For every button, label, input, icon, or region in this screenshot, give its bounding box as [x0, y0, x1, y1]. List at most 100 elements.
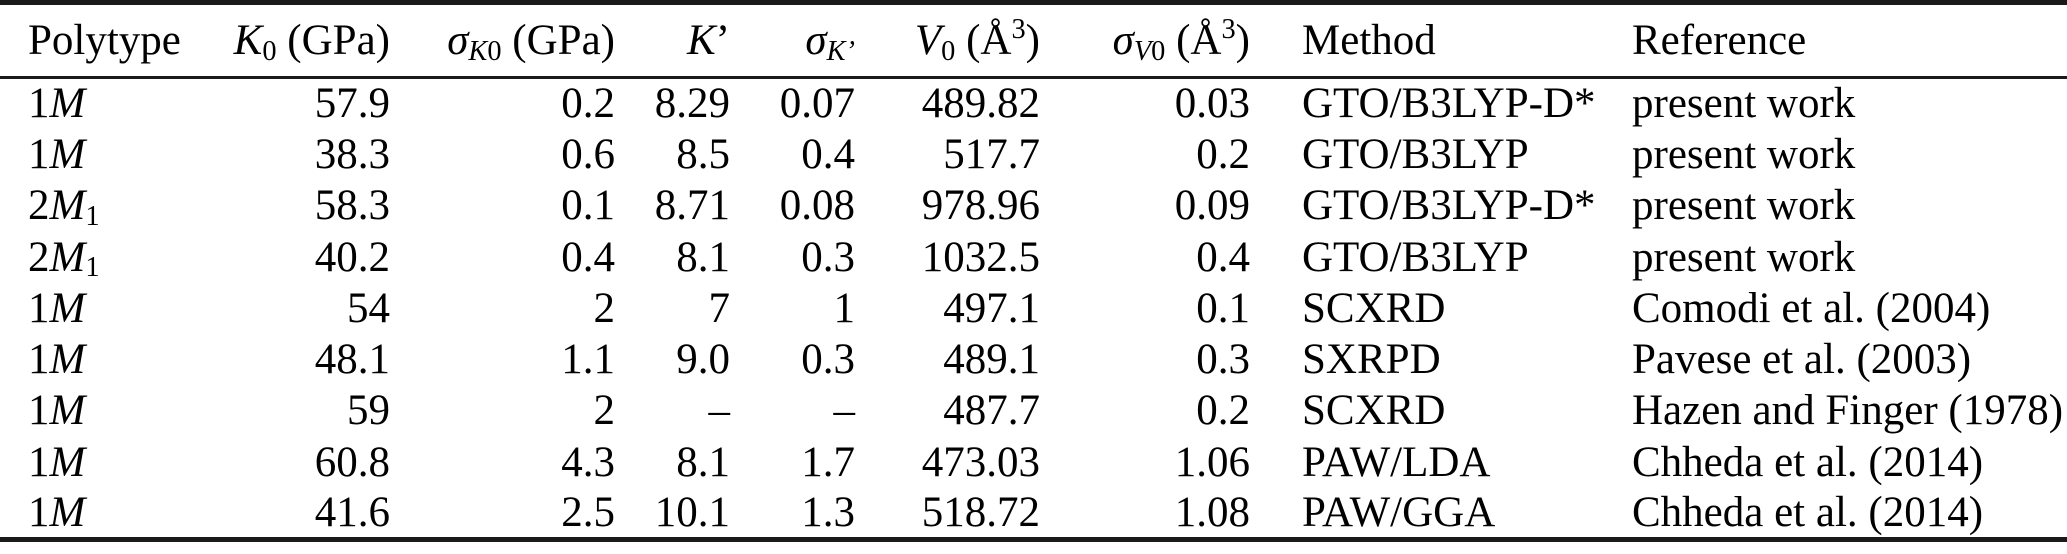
- cell-k0: 58.3: [314, 182, 390, 230]
- cell-k-prime: 8.5: [676, 130, 730, 178]
- cell-method: PAW/LDA: [1302, 438, 1491, 486]
- cell-sigma-v0: 0.3: [1196, 336, 1250, 384]
- cell-sigma-k-prime: 1.3: [801, 488, 855, 536]
- cell-polytype: 1M: [28, 387, 86, 435]
- cell-sigma-v0: 1.08: [1174, 488, 1250, 536]
- table-row: 1M 41.6 2.5 10.1 1.3 518.72 1.08 PAW/GGA Chheda …: [0, 488, 2067, 540]
- cell-polytype: 2M1: [28, 182, 100, 232]
- cell-sigma-k-prime: 0.3: [801, 233, 855, 281]
- cell-method: GTO/B3LYP-D*: [1302, 182, 1596, 230]
- cell-k-prime: 7: [708, 284, 731, 332]
- cell-sigma-k-prime: 0.07: [779, 80, 855, 128]
- cell-sigma-k0: 4.3: [561, 438, 615, 486]
- cell-k0: 60.8: [314, 438, 390, 486]
- cell-k-prime: 8.29: [654, 80, 730, 128]
- table-row: 1M 59 2 – – 487.7 0.2 SCXRD Hazen and Finger (19…: [0, 385, 2067, 436]
- table-row: 1M 38.3 0.6 8.5 0.4 517.7 0.2 GTO/B3LYP present …: [0, 129, 2067, 180]
- cell-sigma-k0: 2: [593, 387, 616, 435]
- cell-sigma-k0: 1.1: [561, 336, 615, 384]
- cell-method: SXRPD: [1302, 336, 1441, 384]
- cell-v0: 489.1: [943, 336, 1040, 384]
- cell-sigma-v0: 0.03: [1174, 80, 1250, 128]
- cell-polytype: 1M: [28, 488, 86, 536]
- cell-reference: Comodi et al. (2004): [1632, 284, 1991, 332]
- cell-k-prime: –: [708, 387, 731, 435]
- cell-sigma-v0: 0.09: [1174, 182, 1250, 230]
- cell-polytype: 1M: [28, 438, 86, 486]
- cell-k0: 41.6: [314, 488, 390, 536]
- cell-sigma-k0: 0.4: [561, 233, 615, 281]
- cell-method: SCXRD: [1302, 387, 1446, 435]
- cell-sigma-k0: 2: [593, 284, 616, 332]
- cell-v0: 489.82: [921, 80, 1040, 128]
- cell-sigma-k-prime: 0.08: [779, 182, 855, 230]
- cell-k0: 54: [347, 284, 390, 332]
- column-header-reference: Reference: [1632, 17, 1807, 64]
- cell-v0: 978.96: [921, 182, 1040, 230]
- table-body: 1M 57.9 0.2 8.29 0.07 489.82 0.03 GTO/B3LYP-D* p…: [0, 78, 2067, 540]
- cell-v0: 518.72: [921, 488, 1040, 536]
- column-header-method: Method: [1302, 17, 1436, 64]
- column-header-sigma-k-prime: σK’: [805, 17, 855, 67]
- cell-sigma-v0: 0.2: [1196, 130, 1250, 178]
- cell-sigma-k-prime: 1.7: [801, 438, 855, 486]
- table-row: 2M1 58.3 0.1 8.71 0.08 978.96 0.09 GTO/B3LYP-D*…: [0, 180, 2067, 231]
- table-row: 1M 48.1 1.1 9.0 0.3 489.1 0.3 SXRPD Pavese et al…: [0, 334, 2067, 385]
- cell-sigma-k-prime: 0.3: [801, 336, 855, 384]
- cell-reference: present work: [1632, 130, 1856, 178]
- cell-method: PAW/GGA: [1302, 488, 1496, 536]
- cell-k0: 59: [347, 387, 390, 435]
- cell-k-prime: 10.1: [654, 488, 730, 536]
- cell-v0: 497.1: [943, 284, 1040, 332]
- cell-polytype: 1M: [28, 284, 86, 332]
- cell-v0: 1032.5: [921, 233, 1040, 281]
- column-header-sigma-v0: σV0 (Å3): [1112, 14, 1250, 67]
- cell-v0: 517.7: [943, 130, 1040, 178]
- cell-sigma-k-prime: 1: [833, 284, 856, 332]
- cell-reference: present work: [1632, 80, 1856, 128]
- cell-sigma-v0: 0.4: [1196, 233, 1250, 281]
- column-header-v0: V0 (Å3): [914, 14, 1040, 67]
- header-row: Polytype K0 (GPa) σK0 (GPa) K’ σK’ V0 (Å3) σV0…: [0, 3, 2067, 78]
- cell-method: GTO/B3LYP-D*: [1302, 80, 1596, 128]
- eos-parameters-table: Polytype K0 (GPa) σK0 (GPa) K’ σK’ V0 (Å3) σV0…: [0, 0, 2067, 542]
- cell-v0: 487.7: [943, 387, 1040, 435]
- column-header-k-prime: K’: [686, 17, 730, 64]
- cell-reference: Hazen and Finger (1978): [1632, 387, 2064, 435]
- cell-k0: 48.1: [314, 336, 390, 384]
- cell-reference: present work: [1632, 182, 1856, 230]
- cell-v0: 473.03: [921, 438, 1040, 486]
- column-header-sigma-k0: σK0 (GPa): [447, 17, 615, 67]
- cell-k0: 40.2: [314, 233, 390, 281]
- cell-reference: Chheda et al. (2014): [1632, 488, 1984, 536]
- cell-sigma-k0: 2.5: [561, 488, 615, 536]
- cell-sigma-v0: 0.2: [1196, 387, 1250, 435]
- cell-reference: Chheda et al. (2014): [1632, 438, 1984, 486]
- cell-sigma-k0: 0.2: [561, 80, 615, 128]
- cell-polytype: 1M: [28, 336, 86, 384]
- cell-reference: present work: [1632, 233, 1856, 281]
- table-row: 2M1 40.2 0.4 8.1 0.3 1032.5 0.4 GTO/B3LYP presen…: [0, 231, 2067, 282]
- cell-sigma-v0: 0.1: [1196, 284, 1250, 332]
- cell-sigma-k-prime: 0.4: [801, 130, 855, 178]
- cell-polytype: 1M: [28, 130, 86, 178]
- cell-k0: 38.3: [314, 130, 390, 178]
- cell-polytype: 1M: [28, 80, 86, 128]
- cell-sigma-k0: 0.1: [561, 182, 615, 230]
- table-row: 1M 60.8 4.3 8.1 1.7 473.03 1.06 PAW/LDA Chheda e…: [0, 437, 2067, 488]
- cell-k-prime: 8.1: [676, 438, 730, 486]
- cell-method: GTO/B3LYP: [1302, 233, 1529, 281]
- cell-k-prime: 8.71: [654, 182, 730, 230]
- cell-method: SCXRD: [1302, 284, 1446, 332]
- cell-polytype: 2M1: [28, 233, 100, 284]
- cell-sigma-k0: 0.6: [561, 130, 615, 178]
- cell-sigma-v0: 1.06: [1174, 438, 1250, 486]
- column-header-polytype: Polytype: [28, 17, 181, 64]
- cell-k0: 57.9: [314, 80, 390, 128]
- column-header-k0: K0 (GPa): [233, 17, 390, 67]
- cell-sigma-k-prime: –: [833, 387, 856, 435]
- table-row: 1M 54 2 7 1 497.1 0.1 SCXRD Comodi et al. (2004): [0, 283, 2067, 334]
- cell-k-prime: 8.1: [676, 233, 730, 281]
- cell-method: GTO/B3LYP: [1302, 130, 1529, 178]
